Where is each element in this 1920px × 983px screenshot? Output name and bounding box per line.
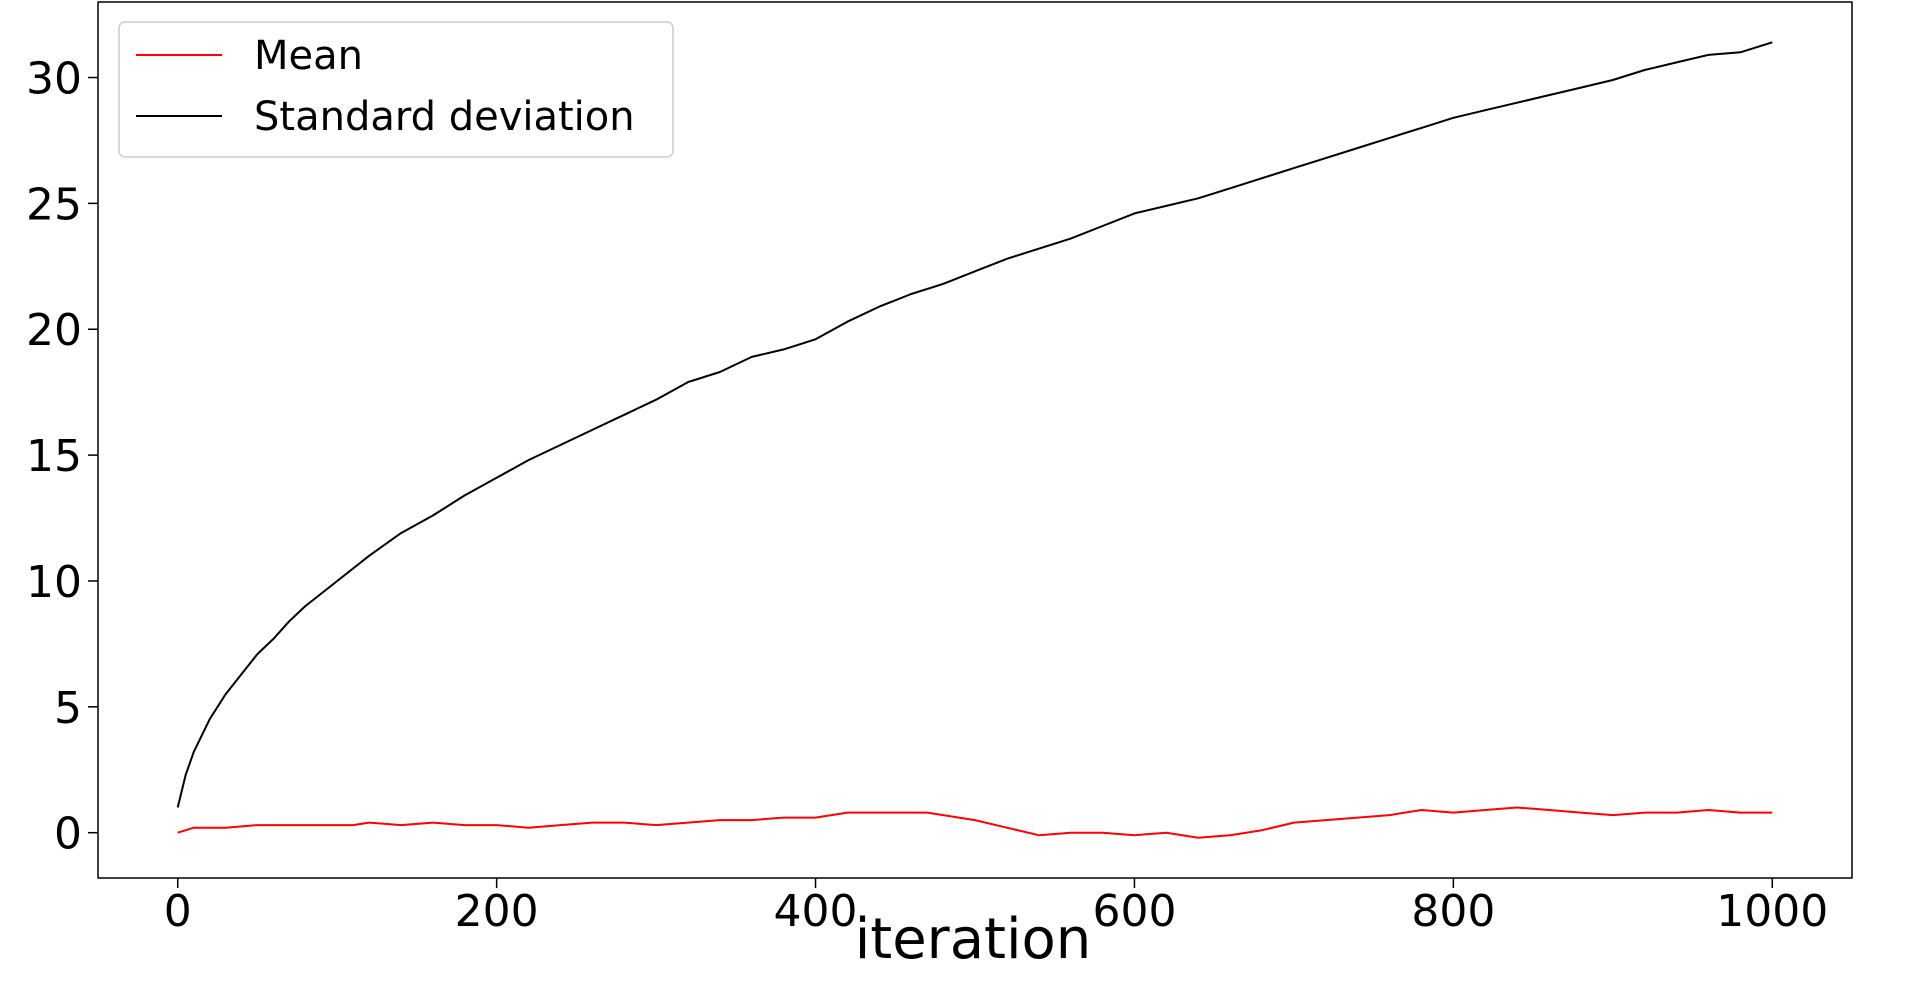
plot-frame [97,1,1853,879]
legend: Mean Standard deviation [118,21,674,158]
series-line-standard-deviation [176,41,1773,808]
y-tick-label: 10 [26,557,82,608]
x-tick-label: 1000 [1716,886,1828,937]
y-tick-label: 25 [26,179,82,230]
x-tick-label: 0 [164,886,192,937]
y-tick-label: 0 [54,809,82,860]
legend-label-mean: Mean [254,33,363,79]
legend-label-standard-deviation: Standard deviation [254,94,635,140]
y-tick-label: 30 [26,54,82,105]
series-line-mean [177,806,1773,839]
y-tick-label: 20 [26,305,82,356]
y-tick-label: 15 [26,431,82,482]
ticks-layer: 0 200 400 600 800 1000 0 5 10 15 20 25 30 [26,54,1828,937]
lines-layer [176,41,1773,839]
x-tick-label: 200 [455,886,539,937]
x-tick-label: 600 [1092,886,1176,937]
x-tick-label: 400 [774,886,858,937]
x-axis-label: iteration [855,907,1092,972]
x-tick-label: 800 [1411,886,1495,937]
legend-box [118,21,674,158]
y-tick-label: 5 [54,683,82,734]
